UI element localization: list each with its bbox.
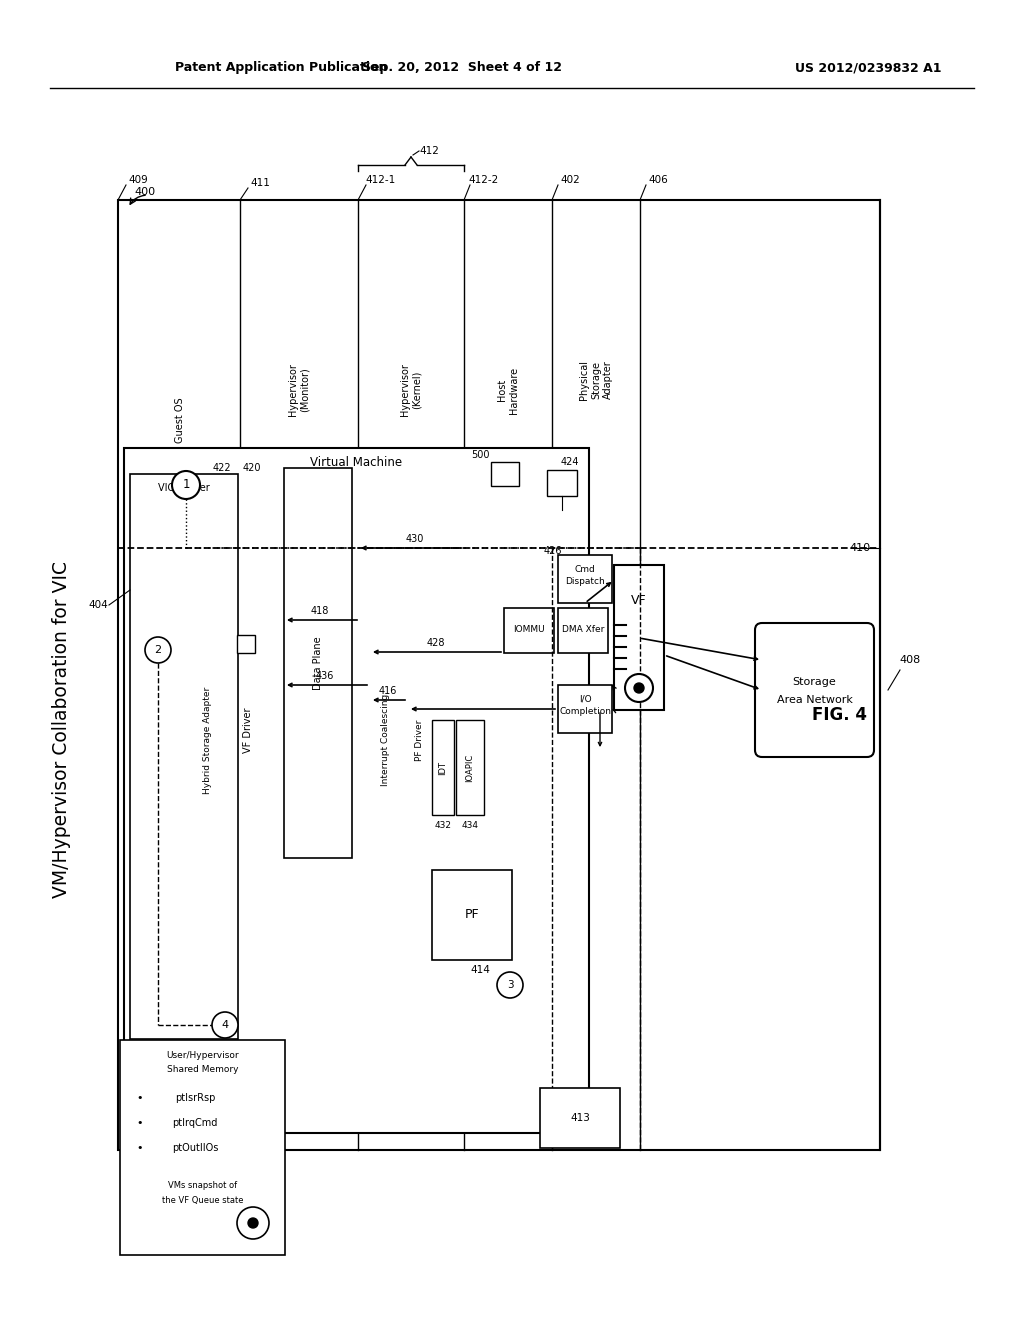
Bar	[558, 609, 608, 653]
Text: I/O: I/O	[579, 694, 591, 704]
Bar	[456, 719, 484, 814]
Text: IOAPIC: IOAPIC	[466, 754, 474, 783]
Text: DMA Xfer: DMA Xfer	[562, 626, 604, 635]
Bar	[558, 554, 612, 603]
FancyBboxPatch shape	[755, 623, 874, 756]
Text: VF: VF	[631, 594, 647, 606]
Text: 412: 412	[419, 147, 439, 156]
Circle shape	[497, 972, 523, 998]
Circle shape	[212, 1012, 238, 1038]
Text: 400: 400	[134, 187, 156, 197]
Text: VMs snapshot of: VMs snapshot of	[168, 1180, 238, 1189]
Text: •: •	[137, 1143, 143, 1152]
Bar	[540, 1088, 620, 1148]
Text: 413: 413	[570, 1113, 590, 1123]
Circle shape	[172, 471, 200, 499]
Circle shape	[634, 682, 644, 693]
Text: 408: 408	[899, 655, 921, 665]
Bar	[237, 635, 255, 653]
Bar	[118, 201, 880, 1150]
Text: 426: 426	[544, 546, 562, 556]
Text: 434: 434	[462, 821, 478, 829]
Text: Hypervisor
(Kernel): Hypervisor (Kernel)	[400, 363, 422, 416]
Text: 500: 500	[471, 450, 490, 459]
Text: •: •	[137, 1118, 143, 1129]
Text: Data Plane: Data Plane	[313, 636, 323, 690]
Text: Patent Application Publication: Patent Application Publication	[175, 62, 387, 74]
Text: 428: 428	[427, 638, 445, 648]
Text: Shared Memory: Shared Memory	[167, 1065, 239, 1074]
Text: 402: 402	[560, 176, 580, 185]
Bar	[614, 565, 664, 710]
Text: 409: 409	[128, 176, 147, 185]
Circle shape	[145, 638, 171, 663]
Text: Guest OS: Guest OS	[175, 397, 185, 442]
Bar	[490, 462, 519, 486]
Text: User/Hypervisor: User/Hypervisor	[166, 1051, 239, 1060]
Text: FIG. 4: FIG. 4	[812, 706, 867, 723]
Text: Hybrid Storage Adapter: Hybrid Storage Adapter	[204, 686, 213, 793]
Text: the VF Queue state: the VF Queue state	[162, 1196, 244, 1204]
Text: 430: 430	[406, 535, 424, 544]
Text: Interrupt Coalescing: Interrupt Coalescing	[381, 694, 389, 787]
Text: 422: 422	[213, 463, 231, 473]
Text: 404: 404	[88, 601, 108, 610]
Text: 432: 432	[434, 821, 452, 829]
Text: 412-2: 412-2	[469, 176, 499, 185]
Text: 411: 411	[250, 178, 270, 187]
Text: Completion: Completion	[559, 708, 611, 717]
Text: IOMMU: IOMMU	[513, 626, 545, 635]
Bar	[558, 685, 612, 733]
Bar	[547, 470, 577, 496]
Text: ptOutIIOs: ptOutIIOs	[172, 1143, 218, 1152]
Text: Cmd: Cmd	[574, 565, 595, 573]
Circle shape	[248, 1218, 258, 1228]
Text: Storage: Storage	[793, 677, 837, 686]
Text: VIC Helper: VIC Helper	[158, 483, 210, 492]
Text: Host
Hardware: Host Hardware	[498, 367, 519, 413]
Text: IDT: IDT	[438, 762, 447, 775]
Text: VF Driver: VF Driver	[243, 708, 253, 752]
Bar	[120, 1040, 285, 1255]
Bar	[124, 447, 589, 1133]
Text: 418: 418	[311, 606, 329, 616]
Circle shape	[625, 675, 653, 702]
Text: Sep. 20, 2012  Sheet 4 of 12: Sep. 20, 2012 Sheet 4 of 12	[362, 62, 562, 74]
Text: 406: 406	[648, 176, 668, 185]
Text: 436: 436	[315, 671, 334, 681]
Text: 2: 2	[155, 645, 162, 655]
Text: Hypervisor
(Monitor): Hypervisor (Monitor)	[288, 363, 310, 416]
Text: Physical
Storage
Adapter: Physical Storage Adapter	[580, 360, 612, 400]
Text: VM/Hypervisor Collaboration for VIC: VM/Hypervisor Collaboration for VIC	[52, 561, 72, 899]
Text: 420: 420	[243, 463, 261, 473]
Text: 4: 4	[221, 1020, 228, 1030]
Text: Area Network: Area Network	[776, 696, 852, 705]
Bar	[130, 474, 238, 1039]
Text: •: •	[137, 1093, 143, 1104]
Text: 414: 414	[470, 965, 489, 975]
Circle shape	[237, 1206, 269, 1239]
Text: ptIrqCmd: ptIrqCmd	[172, 1118, 218, 1129]
Text: Dispatch: Dispatch	[565, 578, 605, 586]
Bar	[284, 469, 352, 858]
Text: 424: 424	[561, 457, 580, 467]
Text: 410: 410	[850, 543, 870, 553]
Bar	[432, 719, 454, 814]
Text: Virtual Machine: Virtual Machine	[310, 455, 402, 469]
Text: ptIsrRsp: ptIsrRsp	[175, 1093, 215, 1104]
Bar	[432, 870, 512, 960]
Text: 1: 1	[182, 479, 189, 491]
Text: 3: 3	[507, 979, 513, 990]
Text: PF: PF	[465, 908, 479, 921]
Bar	[504, 609, 554, 653]
Text: US 2012/0239832 A1: US 2012/0239832 A1	[795, 62, 941, 74]
Text: PF Driver: PF Driver	[416, 719, 425, 760]
Text: 416: 416	[379, 686, 397, 696]
Text: 412-1: 412-1	[366, 176, 396, 185]
